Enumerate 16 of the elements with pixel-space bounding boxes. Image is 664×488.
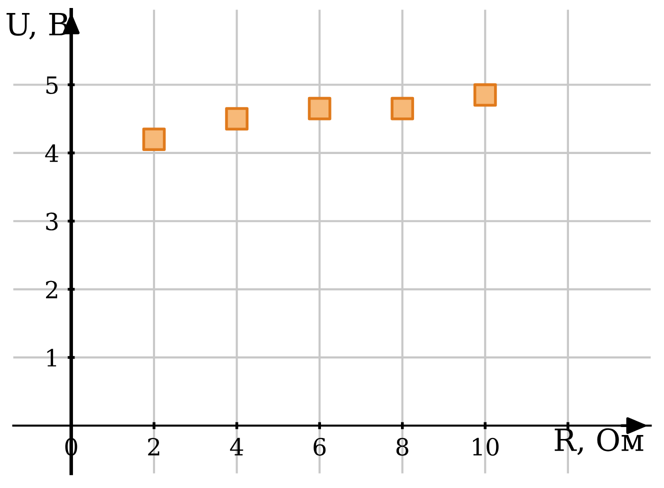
point: [142, 128, 166, 151]
y-tick-label: 2: [46, 280, 58, 298]
y-tick-label: 5: [46, 76, 58, 94]
x-axis-title: R, Ом: [554, 428, 644, 456]
point: [473, 83, 497, 107]
y-tick-label: 1: [47, 348, 56, 366]
y-tick-label: 3: [46, 212, 58, 230]
point: [225, 107, 248, 131]
point: [308, 96, 332, 120]
x-tick-label: 8: [396, 438, 408, 456]
x-tick-label: 4: [230, 438, 244, 456]
point: [390, 96, 414, 120]
y-tick-label: 4: [45, 144, 58, 162]
x-tick-label: 2: [148, 438, 160, 456]
x-tick-label: 6: [314, 438, 326, 456]
x-tick-label: 10: [473, 438, 499, 456]
